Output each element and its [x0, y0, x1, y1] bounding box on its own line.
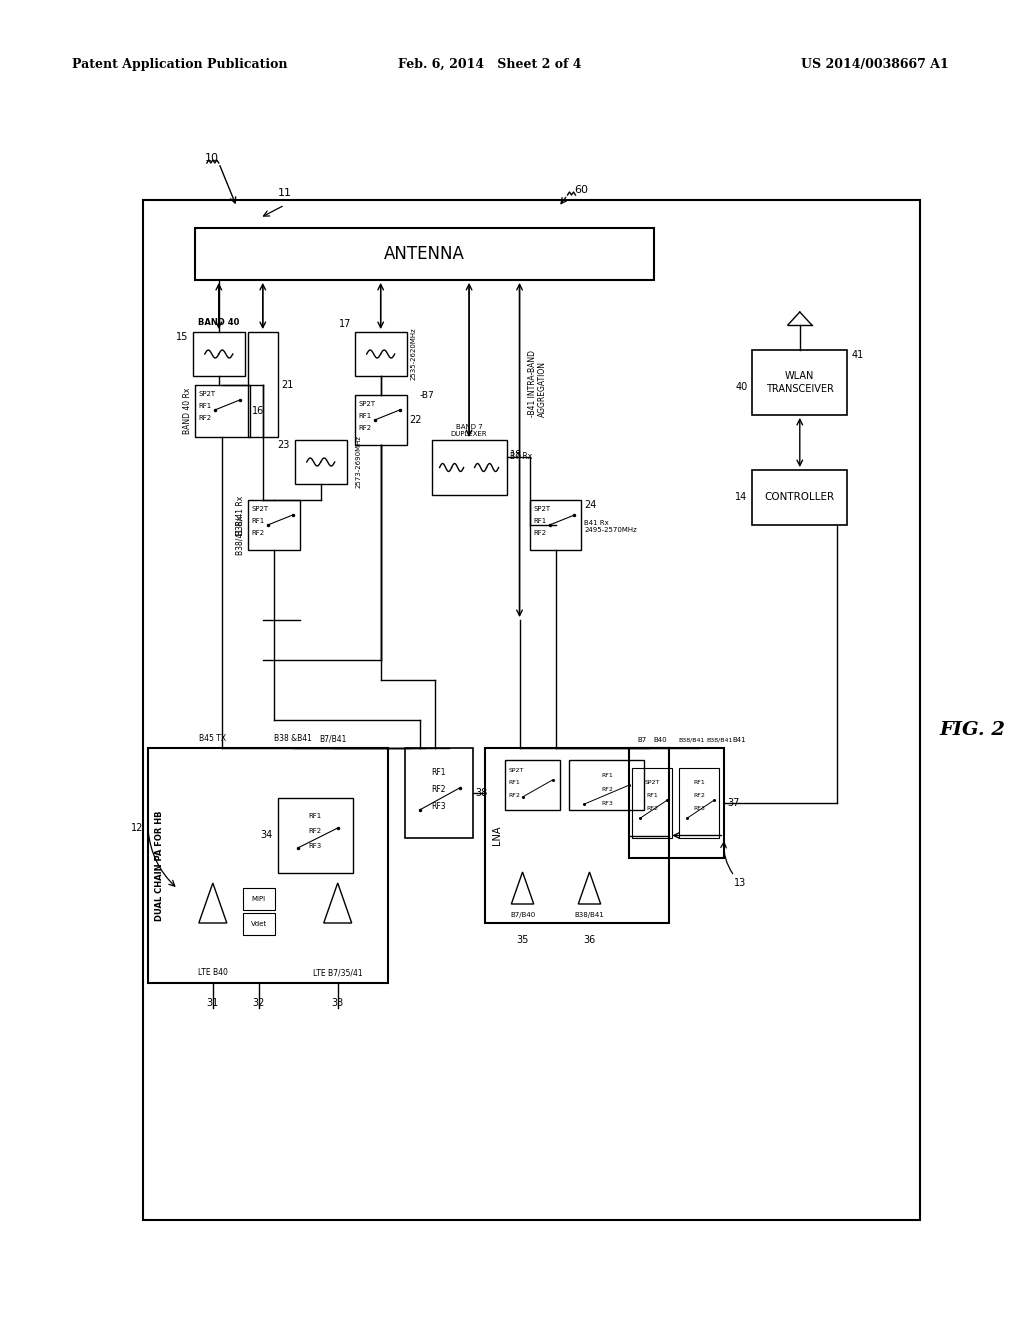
Text: RF1: RF1 — [431, 768, 445, 777]
Text: 11: 11 — [278, 187, 292, 198]
Text: 21: 21 — [281, 380, 293, 389]
Text: 22: 22 — [410, 414, 422, 425]
Text: CONTROLLER: CONTROLLER — [765, 492, 835, 503]
Text: ANTENNA: ANTENNA — [384, 246, 465, 263]
Text: 38: 38 — [475, 788, 487, 799]
Text: 34: 34 — [260, 830, 272, 841]
Text: 2573-2690MHz: 2573-2690MHz — [355, 436, 361, 488]
Text: RF2: RF2 — [252, 531, 265, 536]
Text: B7/B41: B7/B41 — [319, 734, 346, 743]
Text: B38/41 Rx: B38/41 Rx — [236, 515, 245, 554]
Text: B38/41 Rx: B38/41 Rx — [236, 495, 245, 535]
Text: RF1: RF1 — [534, 517, 547, 524]
Text: WLAN
TRANSCEIVER: WLAN TRANSCEIVER — [766, 371, 834, 393]
Text: 60: 60 — [574, 185, 589, 195]
Text: 10: 10 — [205, 153, 219, 162]
Text: 16: 16 — [252, 407, 264, 416]
Text: B38/B41: B38/B41 — [678, 738, 705, 743]
Text: RF3: RF3 — [601, 801, 613, 807]
Text: BAND 7
DUPLEXER: BAND 7 DUPLEXER — [451, 424, 487, 437]
Text: -B7: -B7 — [420, 391, 434, 400]
Text: RF1: RF1 — [308, 813, 322, 818]
Text: MIPI: MIPI — [252, 896, 266, 902]
Text: RF2: RF2 — [431, 785, 445, 795]
Text: RF1: RF1 — [693, 780, 706, 785]
Text: RF3: RF3 — [308, 843, 322, 849]
Text: Vdet: Vdet — [251, 921, 267, 927]
Text: SP2T: SP2T — [645, 780, 660, 785]
Text: 13: 13 — [734, 878, 746, 888]
Text: BAND 40 Rx: BAND 40 Rx — [183, 388, 191, 434]
Text: B41: B41 — [732, 737, 746, 743]
Text: LTE B7/35/41: LTE B7/35/41 — [313, 968, 362, 977]
Text: LTE B40: LTE B40 — [198, 968, 227, 977]
Text: RF2: RF2 — [509, 793, 520, 799]
Text: 31: 31 — [207, 998, 219, 1008]
Text: SP2T: SP2T — [534, 506, 551, 512]
Text: SP2T: SP2T — [252, 506, 269, 512]
Text: B45 TX: B45 TX — [200, 734, 226, 743]
Text: 14: 14 — [735, 492, 748, 503]
Text: 23: 23 — [278, 440, 290, 450]
Text: RF2: RF2 — [199, 414, 212, 421]
Text: RF1: RF1 — [252, 517, 265, 524]
Text: SP2T: SP2T — [199, 391, 216, 397]
Text: B7 Rx: B7 Rx — [510, 451, 531, 461]
Text: RF2: RF2 — [308, 828, 322, 834]
Text: 33: 33 — [332, 998, 344, 1008]
Text: Patent Application Publication: Patent Application Publication — [72, 58, 288, 71]
Text: FIG. 2: FIG. 2 — [939, 721, 1006, 739]
Text: 36: 36 — [584, 935, 596, 945]
Text: B38/B41: B38/B41 — [574, 912, 604, 917]
Text: 35: 35 — [516, 935, 528, 945]
Text: B7: B7 — [638, 737, 647, 743]
Text: 41: 41 — [851, 350, 863, 360]
Text: US 2014/0038667 A1: US 2014/0038667 A1 — [802, 58, 949, 71]
Text: -B41 INTRA-BAND
AGGREGATION: -B41 INTRA-BAND AGGREGATION — [527, 350, 547, 417]
Text: RF2: RF2 — [646, 807, 658, 810]
Text: 17: 17 — [339, 319, 351, 329]
Text: Feb. 6, 2014   Sheet 2 of 4: Feb. 6, 2014 Sheet 2 of 4 — [397, 58, 582, 71]
Text: RF3: RF3 — [431, 803, 445, 810]
Text: B38/B41: B38/B41 — [707, 738, 732, 743]
Text: RF1: RF1 — [199, 403, 212, 409]
Text: RF1: RF1 — [509, 780, 520, 785]
Text: 37: 37 — [727, 799, 739, 808]
Text: RF3: RF3 — [693, 807, 706, 810]
Text: SP2T: SP2T — [358, 401, 376, 407]
Text: RF1: RF1 — [646, 793, 658, 799]
Text: 32: 32 — [253, 998, 265, 1008]
Text: RF1: RF1 — [601, 774, 612, 777]
Text: 18: 18 — [510, 450, 522, 459]
Text: B7/B40: B7/B40 — [510, 912, 536, 917]
Text: 15: 15 — [175, 333, 187, 342]
Text: B40: B40 — [653, 737, 668, 743]
Text: RF1: RF1 — [358, 413, 372, 418]
Text: LNA: LNA — [492, 826, 502, 845]
Text: RF2: RF2 — [358, 425, 372, 432]
Text: RF2: RF2 — [693, 793, 706, 799]
Text: 12: 12 — [130, 822, 143, 833]
Text: 2535-2620MHz: 2535-2620MHz — [411, 327, 417, 380]
Text: RF2: RF2 — [601, 787, 613, 792]
Text: DUAL CHAIN PA FOR HB: DUAL CHAIN PA FOR HB — [156, 810, 165, 921]
Text: SP2T: SP2T — [509, 768, 524, 774]
Text: 40: 40 — [735, 383, 748, 392]
Text: 24: 24 — [585, 500, 597, 510]
Text: B41 Rx
2495-2570MHz: B41 Rx 2495-2570MHz — [585, 520, 637, 533]
Text: BAND 40: BAND 40 — [198, 318, 240, 327]
Text: B38 &B41: B38 &B41 — [273, 734, 311, 743]
Text: RF2: RF2 — [534, 531, 547, 536]
